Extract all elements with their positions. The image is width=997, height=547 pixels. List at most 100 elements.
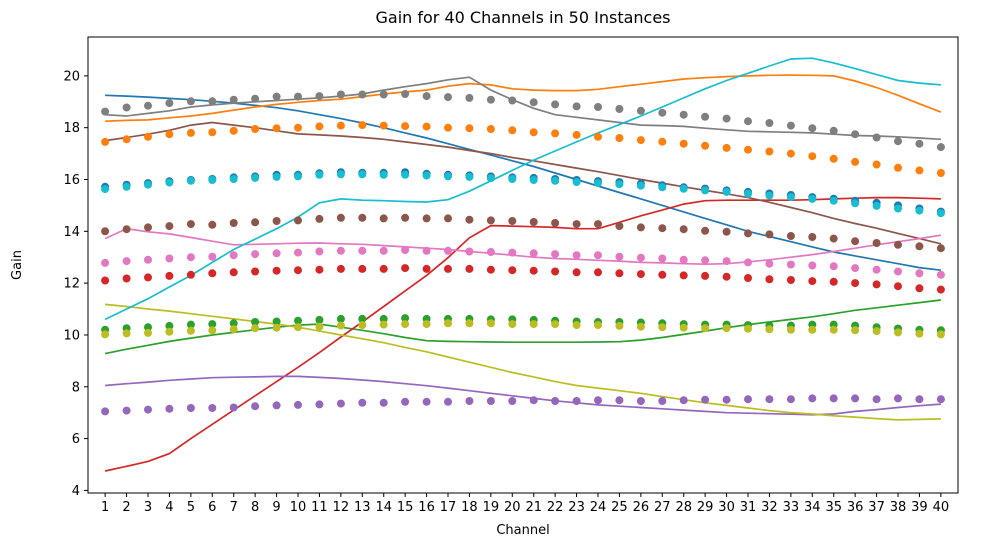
scatter-point bbox=[508, 217, 517, 225]
scatter-point bbox=[208, 404, 217, 412]
scatter-point bbox=[315, 247, 324, 256]
scatter-point bbox=[272, 217, 281, 225]
scatter-point bbox=[165, 327, 174, 336]
scatter-point bbox=[165, 178, 174, 187]
scatter-point bbox=[636, 253, 645, 262]
scatter-point bbox=[101, 107, 110, 116]
scatter-point bbox=[851, 157, 860, 166]
scatter-point bbox=[401, 170, 410, 179]
line-series-1 bbox=[105, 94, 942, 272]
scatter-point bbox=[594, 396, 602, 405]
scatter-point bbox=[829, 154, 838, 163]
scatter-point bbox=[679, 323, 688, 332]
scatter-point bbox=[186, 320, 195, 329]
scatter-point bbox=[722, 227, 731, 236]
x-tick-label: 27 bbox=[654, 500, 671, 515]
scatter-point bbox=[486, 397, 495, 405]
scatter-point bbox=[401, 122, 410, 131]
scatter-point bbox=[208, 128, 217, 137]
x-tick-label: 8 bbox=[251, 500, 259, 515]
scatter-point bbox=[101, 330, 110, 339]
x-tick-label: 1 bbox=[101, 500, 109, 515]
scatter-point bbox=[379, 314, 388, 323]
scatter-point bbox=[636, 322, 645, 331]
scatter-point bbox=[422, 214, 431, 223]
x-tick-label: 11 bbox=[311, 500, 328, 515]
scatter-point bbox=[229, 403, 238, 412]
scatter-point bbox=[272, 317, 281, 326]
scatter-point bbox=[529, 128, 538, 137]
scatter-point bbox=[722, 324, 731, 333]
x-tick-label: 9 bbox=[272, 500, 280, 515]
scatter-point bbox=[294, 400, 302, 409]
scatter-point bbox=[658, 323, 667, 332]
scatter-point bbox=[444, 172, 452, 181]
scatter-point bbox=[229, 95, 238, 104]
scatter-point bbox=[122, 135, 131, 144]
scatter-point bbox=[872, 239, 881, 247]
scatter-point bbox=[551, 250, 560, 259]
scatter-point bbox=[701, 256, 710, 265]
scatter-point bbox=[508, 248, 517, 257]
scatter-point bbox=[379, 398, 388, 407]
line-series-3 bbox=[104, 299, 942, 355]
scatter-point bbox=[829, 196, 838, 205]
scatter-point bbox=[894, 137, 902, 146]
scatter-point bbox=[594, 251, 602, 260]
scatter-point bbox=[872, 265, 881, 274]
scatter-point bbox=[872, 160, 881, 169]
scatter-point bbox=[701, 395, 710, 404]
scatter-point bbox=[936, 244, 945, 253]
scatter-point bbox=[765, 275, 774, 284]
scatter-point bbox=[251, 324, 260, 333]
y-tick-label: 20 bbox=[63, 69, 80, 84]
scatter-point bbox=[658, 270, 667, 279]
scatter-point bbox=[551, 176, 560, 185]
y-tick-label: 10 bbox=[63, 328, 80, 343]
y-tick-label: 6 bbox=[72, 432, 80, 447]
scatter-point bbox=[572, 102, 581, 111]
scatter-point bbox=[401, 264, 410, 273]
scatter-point bbox=[422, 246, 431, 255]
scatter-point bbox=[915, 139, 924, 148]
scatter-point bbox=[765, 119, 774, 127]
scatter-point bbox=[936, 143, 945, 152]
scatter-point bbox=[679, 184, 688, 193]
scatter-point bbox=[615, 321, 624, 330]
scatter-point bbox=[465, 264, 474, 273]
scatter-point bbox=[165, 404, 174, 413]
scatter-point bbox=[851, 326, 860, 335]
scatter-point bbox=[829, 394, 838, 403]
x-tick-label: 13 bbox=[354, 500, 371, 515]
scatter-series-9 bbox=[101, 319, 945, 339]
scatter-point bbox=[701, 112, 710, 121]
x-tick-label: 7 bbox=[230, 500, 238, 515]
x-tick-label: 17 bbox=[440, 500, 457, 515]
scatter-point bbox=[444, 319, 452, 328]
scatter-point bbox=[101, 258, 110, 267]
scatter-point bbox=[722, 395, 731, 404]
scatter-point bbox=[851, 237, 860, 246]
scatter-point bbox=[936, 209, 945, 218]
scatter-point bbox=[186, 220, 195, 229]
scatter-point bbox=[636, 397, 645, 405]
scatter-point bbox=[422, 397, 431, 406]
scatter-point bbox=[636, 136, 645, 145]
scatter-point bbox=[144, 180, 152, 189]
scatter-point bbox=[851, 199, 860, 208]
scatter-point bbox=[594, 268, 602, 277]
scatter-point bbox=[615, 269, 624, 278]
scatter-point bbox=[529, 176, 538, 184]
x-tick-label: 5 bbox=[187, 500, 195, 515]
scatter-point bbox=[765, 147, 774, 156]
scatter-point bbox=[808, 277, 817, 286]
scatter-point bbox=[722, 143, 731, 152]
chart-title: Gain for 40 Channels in 50 Instances bbox=[375, 8, 670, 27]
scatter-point bbox=[851, 130, 860, 139]
scatter-point bbox=[358, 246, 367, 255]
scatter-point bbox=[679, 255, 688, 264]
scatter-point bbox=[401, 90, 410, 98]
scatter-point bbox=[679, 110, 688, 119]
scatter-point bbox=[336, 399, 345, 408]
